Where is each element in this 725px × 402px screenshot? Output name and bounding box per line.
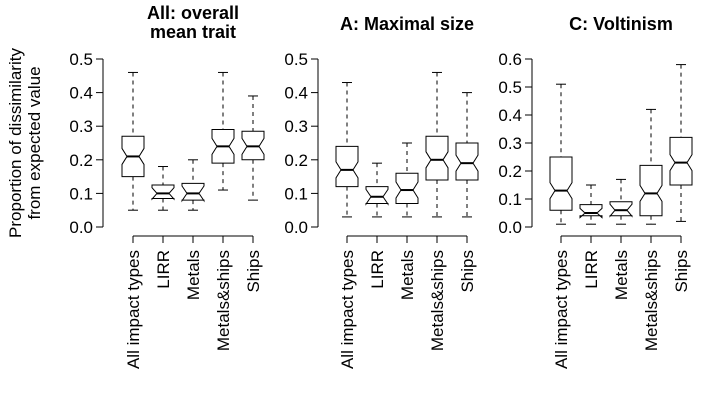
box-3 xyxy=(609,178,633,225)
y-tick-label: 0.5 xyxy=(498,78,522,97)
x-category-label: LIRR xyxy=(368,250,387,289)
y-tick-label: 0.4 xyxy=(284,84,308,103)
box-4 xyxy=(425,71,449,218)
y-tick-label: 0.5 xyxy=(69,50,93,69)
panel-title: All: overall xyxy=(147,3,239,23)
box-body xyxy=(609,201,633,218)
y-tick-label: 0.3 xyxy=(498,134,522,153)
y-tick-label: 0.5 xyxy=(284,50,308,69)
box-body xyxy=(395,172,419,204)
box-5 xyxy=(241,95,265,201)
box-body xyxy=(579,204,603,219)
y-axis-title-line2: from expected value xyxy=(25,66,44,219)
x-category-label: LIRR xyxy=(582,250,601,289)
y-tick-label: 0.0 xyxy=(284,218,308,237)
box-5 xyxy=(669,64,693,222)
box-body xyxy=(549,156,573,211)
y-axis-title: Proportion of dissimilarity from expecte… xyxy=(6,48,44,238)
box-2 xyxy=(579,184,603,225)
panel-3: C: Voltinism 0.0 0.1 0.2 0.3 0.4 0.5 0.6 All imp… xyxy=(498,14,693,369)
x-category-label: Metals xyxy=(612,250,631,300)
x-category-label: LIRR xyxy=(154,250,173,289)
box-body xyxy=(639,164,663,217)
y-tick-label: 0.6 xyxy=(498,50,522,69)
y-tick-label: 0.0 xyxy=(498,218,522,237)
box-body xyxy=(365,186,389,206)
y-axis-title-line1: Proportion of dissimilarity xyxy=(6,48,25,238)
y-tick-label: 0.1 xyxy=(498,190,522,209)
x-category-label: Ships xyxy=(244,250,263,293)
x-category-label: All impact types xyxy=(338,250,357,369)
panel-title: C: Voltinism xyxy=(569,14,673,34)
panel-title: A: Maximal size xyxy=(340,14,474,34)
x-category-label: Metals xyxy=(184,250,203,300)
y-tick-label: 0.3 xyxy=(69,117,93,136)
y-tick-label: 0.2 xyxy=(498,162,522,181)
y-tick-label: 0.3 xyxy=(284,117,308,136)
box-1 xyxy=(549,83,573,225)
box-4 xyxy=(211,71,235,191)
x-category-label: Ships xyxy=(672,250,691,293)
y-tick-label: 0.2 xyxy=(284,151,308,170)
box-body xyxy=(669,136,693,186)
box-3 xyxy=(181,159,205,211)
box-2 xyxy=(151,166,175,211)
x-category-label: All impact types xyxy=(552,250,571,369)
panel-subtitle: mean trait xyxy=(150,22,236,42)
box-4 xyxy=(639,108,663,225)
x-category-label: Metals&ships xyxy=(428,250,447,351)
x-category-label: Metals&ships xyxy=(642,250,661,351)
panel-2: A: Maximal size 0.0 0.1 0.2 0.3 0.4 0.5 All imp… xyxy=(284,14,479,369)
y-tick-label: 0.1 xyxy=(69,184,93,203)
box-2 xyxy=(365,162,389,218)
y-tick-label: 0.4 xyxy=(498,106,522,125)
y-tick-label: 0.4 xyxy=(69,84,93,103)
box-1 xyxy=(335,82,359,218)
y-tick-label: 0.2 xyxy=(69,151,93,170)
box-body xyxy=(335,145,359,188)
box-body xyxy=(151,184,175,201)
box-body xyxy=(181,182,205,203)
box-body xyxy=(455,142,479,181)
box-1 xyxy=(121,71,145,211)
y-tick-label: 0.1 xyxy=(284,184,308,203)
y-tick-label: 0.0 xyxy=(69,218,93,237)
x-category-label: All impact types xyxy=(124,250,143,369)
x-category-label: Metals xyxy=(398,250,417,300)
x-category-label: Ships xyxy=(458,250,477,293)
box-5 xyxy=(455,92,479,218)
box-body xyxy=(425,135,449,181)
x-category-label: Metals&ships xyxy=(214,250,233,351)
box-3 xyxy=(395,142,419,218)
